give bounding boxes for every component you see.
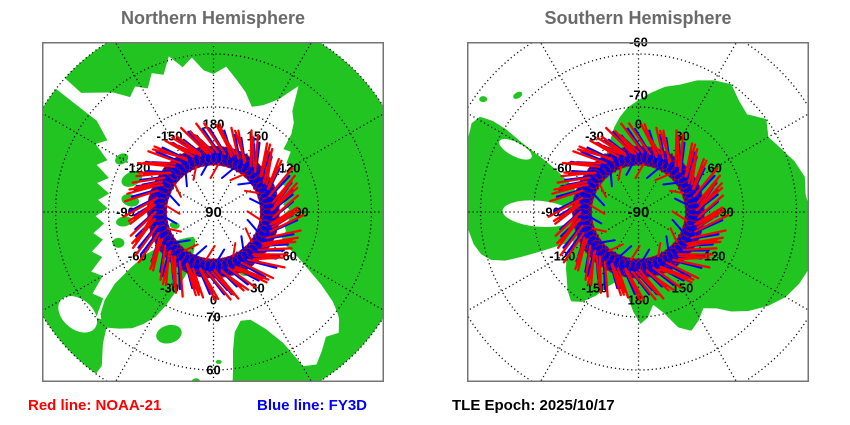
south-title: Southern Hemisphere — [544, 8, 732, 28]
eurasia — [58, 42, 384, 382]
white-sea — [281, 311, 300, 334]
north-title: Northern Hemisphere — [120, 8, 306, 28]
noaa21-inner-ticks — [164, 162, 263, 261]
map-border — [42, 42, 384, 382]
noaa21-inner-ticks — [589, 162, 688, 261]
legend-fy3d: Blue line: FY3D — [257, 397, 368, 414]
lon-label: -90 — [116, 205, 135, 220]
lon-label: 0 — [635, 117, 642, 132]
lat-label: 60 — [206, 363, 220, 378]
lon-label: -90 — [541, 205, 560, 220]
latitude-labels: 70 60 90 — [205, 204, 222, 378]
faroe — [215, 359, 222, 364]
island — [116, 216, 132, 227]
lon-label: 180 — [628, 293, 650, 308]
lon-label: 0 — [210, 293, 217, 308]
fy3d-inner-ticks — [164, 162, 263, 262]
lon-label: 120 — [279, 161, 301, 176]
fy3d-inner-ticks — [589, 162, 688, 262]
northern-hemisphere-map: 180 150 120 90 60 30 0 -30 -60 -90 -120 -150 70 60 90 — [42, 42, 384, 382]
island — [115, 153, 129, 165]
lat-label: 70 — [206, 310, 220, 325]
island — [112, 237, 125, 248]
lon-label: 60 — [282, 249, 296, 264]
noaa21-scan-ticks — [122, 122, 305, 302]
pole-label: -90 — [628, 204, 650, 221]
legend-noaa21: Red line: NOAA-21 — [28, 397, 162, 414]
iceland — [156, 324, 182, 344]
legend-tle-epoch: TLE Epoch: 2025/10/17 — [452, 397, 615, 414]
noaa21-scan-ticks — [547, 122, 730, 302]
map-border — [467, 42, 809, 382]
british-isles — [203, 400, 211, 412]
island — [295, 160, 305, 168]
lat-label: -70 — [629, 88, 648, 103]
weddell-notch — [499, 139, 532, 160]
pole-label: 90 — [205, 204, 222, 221]
lon-label: 30 — [250, 281, 264, 296]
lon-label: 60 — [707, 161, 721, 176]
southern-hemisphere-map: 0 30 60 90 120 150 180 -150 -120 -90 -60 -30 -70 -60-… — [467, 35, 809, 382]
lon-label: 120 — [704, 249, 726, 264]
novaya-zemlya — [292, 246, 347, 322]
scandinavia — [232, 319, 313, 382]
island — [292, 140, 305, 151]
hudson-bay — [58, 296, 98, 333]
island — [479, 96, 488, 103]
south-hemisphere-svg: 0306090120150180-150-120-90-60-30-70-60-… — [467, 35, 809, 382]
british-isles — [188, 378, 202, 382]
island — [513, 91, 523, 99]
